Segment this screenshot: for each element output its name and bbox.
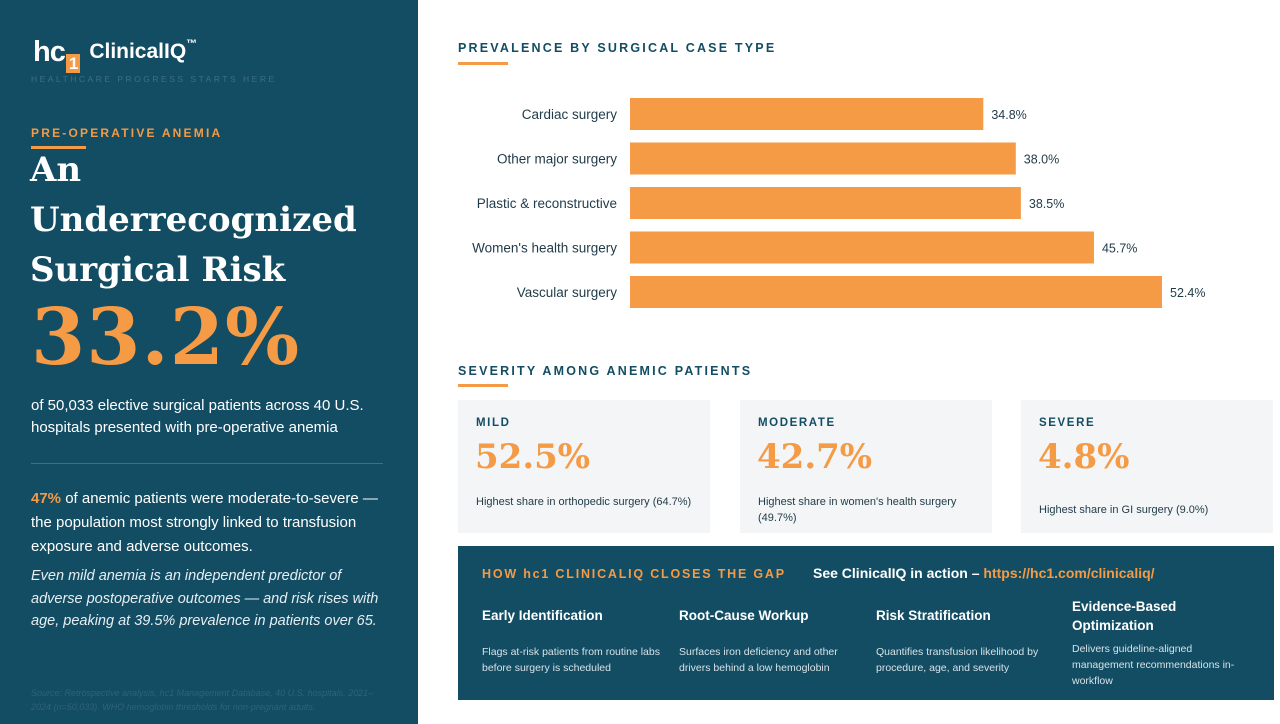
cta-link[interactable]: https://hc1.com/clinicaliq/ — [983, 565, 1155, 581]
page-title: An Underrecognized Surgical Risk — [30, 145, 400, 295]
title-line-1: An — [30, 150, 82, 190]
logo-mark-sub: 1 — [65, 54, 81, 73]
feature-title: Evidence-Based Optimization — [1072, 599, 1177, 633]
bar-value-label: 38.5% — [1029, 197, 1064, 211]
severity-card-moderate: MODERATE 42.7% Highest share in women's … — [740, 400, 992, 533]
severity-section-title: SEVERITY AMONG ANEMIC PATIENTS — [458, 364, 753, 378]
severity-card-severe: SEVERE 4.8% Highest share in GI surgery … — [1021, 400, 1273, 533]
feature-title: Early Identification — [482, 608, 603, 623]
kicker-underline — [31, 146, 86, 149]
brand-name-text: ClinicalIQ — [89, 40, 187, 63]
feature-root-cause-workup: Root-Cause Workup Surfaces iron deficien… — [679, 606, 859, 676]
bar — [630, 142, 1016, 175]
title-line-3: Surgical Risk — [30, 250, 286, 290]
severity-note-highlight: 47% — [31, 490, 62, 507]
severity-card-label: MILD — [476, 417, 511, 429]
severity-note: 47% of anemic patients were moderate-to-… — [31, 487, 386, 559]
mild-anemia-note: Even mild anemia is an independent predi… — [31, 568, 379, 629]
severity-card-value: 52.5% — [475, 437, 591, 477]
hc1-logo-mark: hc 1 — [33, 36, 81, 73]
headline-stat-description: of 50,033 elective surgical patients acr… — [31, 397, 364, 436]
brand-logo[interactable]: hc 1 ClinicalIQ™ — [33, 36, 198, 73]
bar — [630, 231, 1094, 264]
severity-card-description: Highest share in women's health surgery … — [758, 496, 957, 524]
solution-panel-heading: HOW hc1 CLINICALIQ CLOSES THE GAP — [482, 567, 786, 581]
prevalence-title-underline — [458, 62, 508, 65]
feature-description: Surfaces iron deficiency and other drive… — [679, 646, 838, 674]
brand-name: ClinicalIQ™ — [89, 38, 198, 64]
cta-text: See ClinicalIQ in action – — [813, 565, 980, 581]
bar-category-label: Cardiac surgery — [522, 107, 618, 122]
bar-category-label: Plastic & reconstructive — [477, 196, 617, 211]
source-note: Source: Retrospective analysis, hc1 Mana… — [31, 688, 374, 712]
feature-early-identification: Early Identification Flags at-risk patie… — [482, 606, 662, 676]
severity-card-value: 42.7% — [757, 437, 873, 477]
title-line-2: Underrecognized — [30, 200, 357, 240]
bar-category-label: Other major surgery — [497, 152, 617, 167]
solution-panel: HOW hc1 CLINICALIQ CLOSES THE GAP See Cl… — [458, 546, 1274, 700]
severity-card-label: MODERATE — [758, 417, 836, 429]
section-kicker: PRE-OPERATIVE ANEMIA — [31, 126, 223, 140]
feature-description: Delivers guideline-aligned management re… — [1072, 643, 1235, 687]
severity-card-description: Highest share in GI surgery (9.0%) — [1039, 504, 1209, 516]
feature-title: Root-Cause Workup — [679, 608, 809, 623]
cta: See ClinicalIQ in action – https://hc1.c… — [813, 565, 1155, 581]
feature-risk-stratification: Risk Stratification Quantifies transfusi… — [876, 606, 1056, 676]
bar-category-label: Vascular surgery — [517, 285, 618, 300]
severity-card-label: SEVERE — [1039, 417, 1096, 429]
bar-value-label: 45.7% — [1102, 242, 1137, 256]
bar-value-label: 52.4% — [1170, 286, 1205, 300]
feature-evidence-based-optimization: Evidence-Based Optimization Delivers gui… — [1072, 597, 1242, 689]
prevalence-bar-chart: Cardiac surgery 34.8% Other major surgery 3… — [472, 98, 1205, 308]
trademark-symbol: ™ — [186, 38, 198, 50]
bar-value-label: 38.0% — [1024, 153, 1059, 167]
severity-card-description: Highest share in orthopedic surgery (64.… — [476, 496, 692, 508]
severity-note-text: of anemic patients were moderate-to-seve… — [31, 490, 378, 555]
bar-value-label: 34.8% — [991, 108, 1026, 122]
bar — [630, 98, 984, 130]
brand-tagline: HEALTHCARE PROGRESS STARTS HERE — [31, 74, 277, 84]
logo-mark-main: hc — [33, 36, 66, 68]
severity-card-mild: MILD 52.5% Highest share in orthopedic s… — [458, 400, 710, 533]
headline-stat: 33.2% — [31, 292, 301, 383]
bar — [630, 276, 1162, 308]
feature-description: Quantifies transfusion likelihood by pro… — [876, 646, 1039, 674]
bar — [630, 187, 1021, 219]
feature-description: Flags at-risk patients from routine labs… — [482, 646, 660, 674]
feature-title: Risk Stratification — [876, 608, 991, 623]
divider — [31, 463, 383, 464]
severity-card-value: 4.8% — [1038, 437, 1130, 477]
bar-category-label: Women's health surgery — [472, 241, 617, 256]
prevalence-section-title: PREVALENCE BY SURGICAL CASE TYPE — [458, 41, 777, 55]
left-panel: hc 1 ClinicalIQ™ HEALTHCARE PROGRESS STAR… — [0, 0, 418, 724]
severity-title-underline — [458, 384, 508, 387]
